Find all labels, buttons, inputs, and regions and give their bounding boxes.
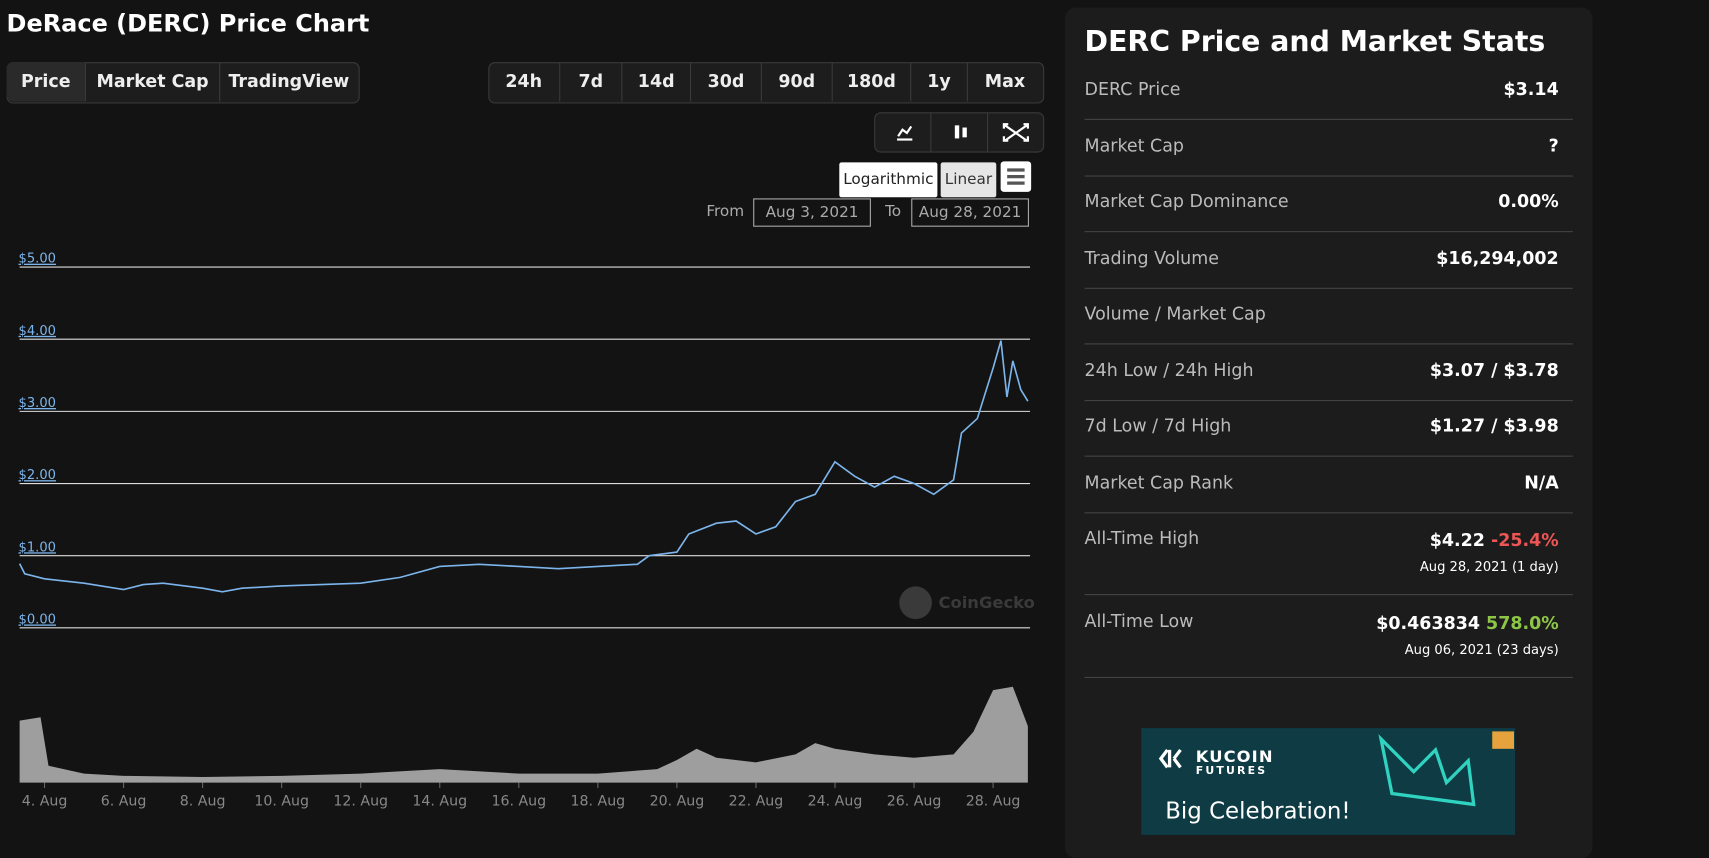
stat-label: Trading Volume xyxy=(1084,246,1219,268)
mode-icons[interactable] xyxy=(875,113,1043,152)
ath-row: All-Time High $4.22 -25.4% Aug 28, 2021 … xyxy=(1084,512,1573,596)
stat-label: Market Cap Dominance xyxy=(1084,190,1289,212)
x-tick-label: 4. Aug xyxy=(22,794,68,810)
y-tick-label: $3.00 xyxy=(19,396,56,411)
to-input[interactable]: Aug 28, 2021 xyxy=(911,198,1029,227)
ath-value: $4.22 xyxy=(1429,529,1485,551)
x-tick-label: 10. Aug xyxy=(254,794,309,810)
stats-row: Trading Volume $16,294,002 xyxy=(1084,232,1573,289)
watermark-logo xyxy=(899,586,932,620)
log-button[interactable]: Logarithmic xyxy=(839,162,938,198)
price-line xyxy=(18,340,1029,593)
atl-row: All-Time Low $0.463834 578.0% Aug 06, 20… xyxy=(1084,595,1573,678)
volume-area xyxy=(19,686,1028,783)
stats-row: 7d Low / 7d High $1.27 / $3.98 xyxy=(1084,400,1573,457)
range[interactable]: 14d xyxy=(622,62,692,102)
atl-label: All-Time Low xyxy=(1084,610,1194,632)
x-tick-label: 8. Aug xyxy=(180,794,226,810)
stat-label: Market Cap xyxy=(1084,134,1184,156)
x-tick-label: 22. Aug xyxy=(729,794,784,810)
range[interactable]: 1y xyxy=(911,62,968,102)
to-label: To xyxy=(885,202,902,221)
from-input[interactable]: Aug 3, 2021 xyxy=(753,198,871,227)
range[interactable]: 7d xyxy=(560,62,623,102)
stat-label: 7d Low / 7d High xyxy=(1084,415,1232,436)
stat-value: ? xyxy=(1548,134,1559,156)
range[interactable]: Max xyxy=(984,70,1026,92)
range[interactable]: 180d xyxy=(833,62,912,102)
ad-banner[interactable]: KUCOIN FUTURES Big Celebration! xyxy=(1141,728,1516,835)
x-tick-label: 18. Aug xyxy=(571,794,626,810)
stat-value: N/A xyxy=(1524,471,1559,493)
from-label: From xyxy=(706,202,745,221)
atl-value: $0.463834 xyxy=(1376,612,1480,634)
tab[interactable]: TradingView xyxy=(228,70,350,92)
range[interactable]: 24h xyxy=(488,62,561,102)
range[interactable]: 30d xyxy=(691,62,762,102)
stats-row: Volume / Market Cap xyxy=(1084,288,1573,345)
y-tick-label: $5.00 xyxy=(19,252,56,267)
range-group xyxy=(488,62,1045,104)
tab[interactable]: Market Cap xyxy=(86,62,221,102)
stats-row: 24h Low / 24h High $3.07 / $3.78 xyxy=(1084,344,1573,401)
stats-row: Market Cap? xyxy=(1084,119,1573,177)
stats-title: DERC Price and Market Stats xyxy=(1084,26,1546,59)
stats-panel xyxy=(1064,7,1593,858)
ath-date: Aug 28, 2021 (1 day) xyxy=(1419,559,1559,575)
ath-label: All-Time High xyxy=(1084,527,1200,549)
stats-row: DERC Price $3.14 xyxy=(1084,63,1573,120)
chart: CoinGecko $0.00 $1.00 $2.00 $3.00 $4.00 $5.00… xyxy=(18,252,1035,810)
tab[interactable]: Price xyxy=(6,62,87,102)
ath-change: -25.4% xyxy=(1490,529,1559,551)
range[interactable]: 90d xyxy=(762,62,833,102)
ad-headline: Big Celebration! xyxy=(1165,797,1351,825)
x-tick-label: 16. Aug xyxy=(491,794,546,810)
ad-sub: FUTURES xyxy=(1195,765,1268,778)
stat-value: $1.27 / $3.98 xyxy=(1429,415,1559,436)
wrapper: DeRace (DERC) Price Chart Price Market C… xyxy=(6,10,1573,835)
y-tick-label: $1.00 xyxy=(19,540,56,555)
menu-button[interactable] xyxy=(1000,161,1032,192)
x-tick-label: 6. Aug xyxy=(101,794,147,810)
watermark: CoinGecko xyxy=(938,593,1034,612)
stat-label: Market Cap Rank xyxy=(1084,471,1234,493)
linear-button[interactable]: Linear xyxy=(940,162,997,198)
title: DeRace (DERC) Price Chart xyxy=(6,10,370,39)
stats-row: Market Cap Rank N/A xyxy=(1084,456,1573,513)
x-tick-label: 24. Aug xyxy=(808,794,863,810)
y-tick-label: $4.00 xyxy=(19,324,56,339)
atl-change: 578.0% xyxy=(1486,612,1559,634)
stat-label: DERC Price xyxy=(1084,78,1181,100)
stat-value: $3.07 / $3.78 xyxy=(1429,359,1559,380)
ad-brand: KUCOIN xyxy=(1195,746,1274,767)
x-tick-label: 26. Aug xyxy=(887,794,942,810)
chart-mode-group xyxy=(874,112,1045,153)
y-tick-label: $2.00 xyxy=(19,468,56,483)
x-tick-label: 12. Aug xyxy=(333,794,388,810)
stat-label: 24h Low / 24h High xyxy=(1084,359,1254,380)
stat-value: 0.00% xyxy=(1498,190,1559,212)
atl-date: Aug 06, 2021 (23 days) xyxy=(1404,642,1559,658)
stat-value: $3.14 xyxy=(1503,78,1559,100)
x-tick-label: 14. Aug xyxy=(412,794,467,810)
y-tick-label: $0.00 xyxy=(19,612,56,627)
stats-row: Market Cap Dominance 0.00% xyxy=(1084,175,1573,233)
page: DeRace (DERC) Price Chart Price Market C… xyxy=(6,10,1573,835)
x-tick-label: 28. Aug xyxy=(966,794,1021,810)
stat-value: $16,294,002 xyxy=(1436,246,1559,268)
stat-label: Volume / Market Cap xyxy=(1084,303,1266,324)
x-tick-label: 20. Aug xyxy=(650,794,705,810)
